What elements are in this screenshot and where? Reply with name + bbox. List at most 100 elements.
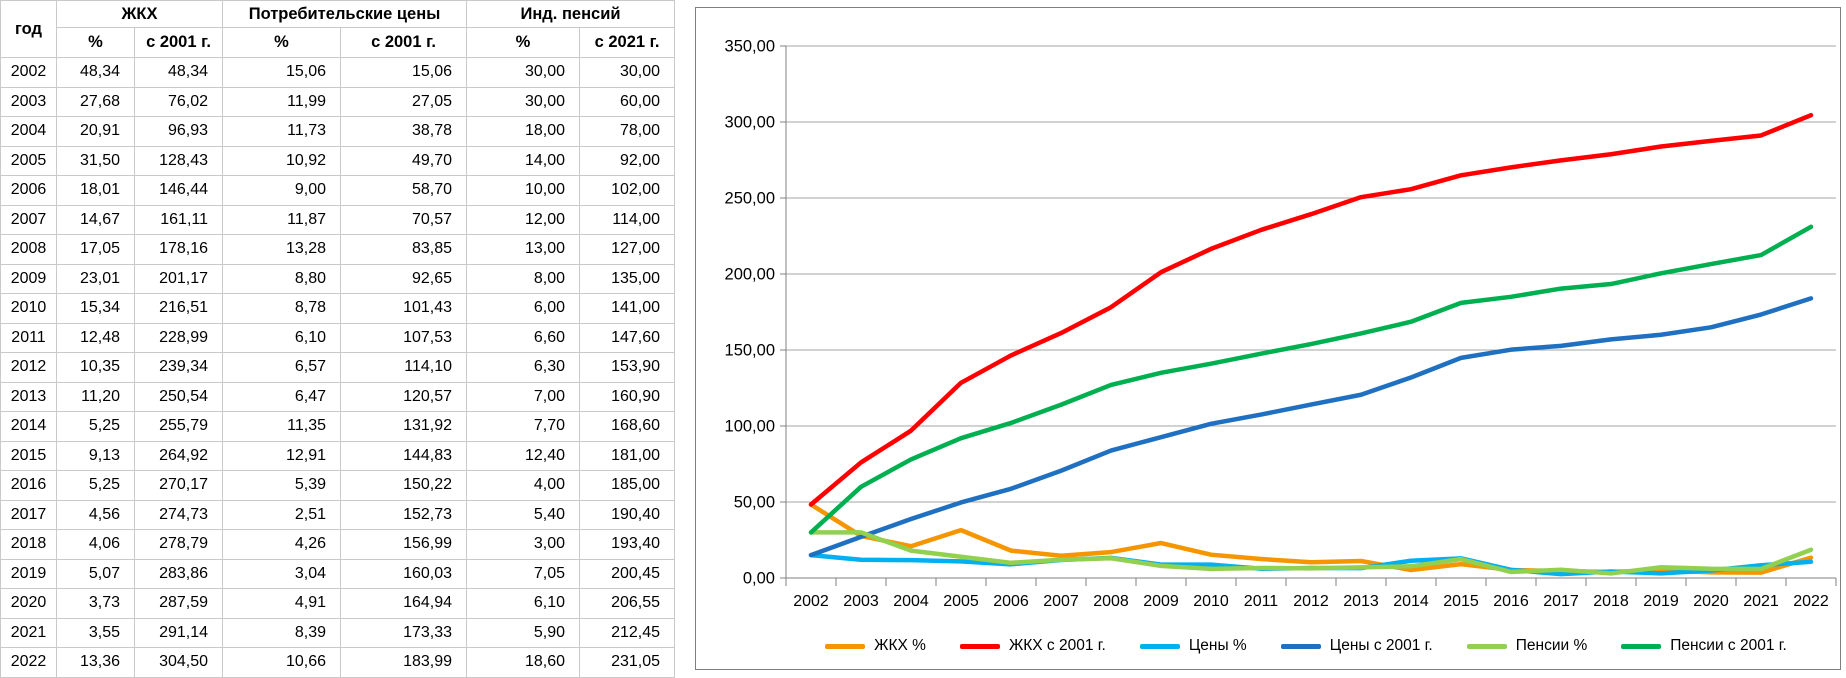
value-cell[interactable]: 58,70 <box>340 175 467 206</box>
value-cell[interactable]: 147,60 <box>578 322 676 353</box>
value-cell[interactable]: 274,73 <box>134 499 223 530</box>
value-cell[interactable]: 13,00 <box>466 234 580 265</box>
value-cell[interactable]: 15,06 <box>222 57 341 88</box>
value-cell[interactable]: 239,34 <box>134 352 223 383</box>
value-cell[interactable]: 18,60 <box>466 647 580 678</box>
value-cell[interactable]: 30,00 <box>466 86 580 117</box>
value-cell[interactable]: 4,91 <box>222 588 341 619</box>
header-group-prices[interactable]: Потребительские цены <box>222 0 467 28</box>
value-cell[interactable]: 10,66 <box>222 647 341 678</box>
value-cell[interactable]: 107,53 <box>340 322 467 353</box>
value-cell[interactable]: 152,73 <box>340 499 467 530</box>
value-cell[interactable]: 216,51 <box>134 293 223 324</box>
chart-box[interactable]: 0,00 50,00 100,00 150,00 200,00 250,00 300,00 3… <box>695 7 1841 670</box>
value-cell[interactable]: 48,34 <box>134 57 223 88</box>
value-cell[interactable]: 102,00 <box>578 175 676 206</box>
value-cell[interactable]: 164,94 <box>340 588 467 619</box>
value-cell[interactable]: 78,00 <box>578 116 676 147</box>
header-zhkh-pct[interactable]: % <box>56 27 135 58</box>
value-cell[interactable]: 127,00 <box>578 234 676 265</box>
header-prices-pct[interactable]: % <box>222 27 341 58</box>
value-cell[interactable]: 92,65 <box>340 263 467 294</box>
year-cell[interactable]: 2015 <box>0 440 57 471</box>
header-pensions-cum[interactable]: с 2021 г. <box>578 27 676 58</box>
value-cell[interactable]: 7,00 <box>466 381 580 412</box>
value-cell[interactable]: 287,59 <box>134 588 223 619</box>
value-cell[interactable]: 200,45 <box>578 558 676 589</box>
value-cell[interactable]: 114,00 <box>578 204 676 235</box>
value-cell[interactable]: 101,43 <box>340 293 467 324</box>
value-cell[interactable]: 49,70 <box>340 145 467 176</box>
value-cell[interactable]: 144,83 <box>340 440 467 471</box>
value-cell[interactable]: 12,40 <box>466 440 580 471</box>
value-cell[interactable]: 10,35 <box>56 352 135 383</box>
value-cell[interactable]: 12,00 <box>466 204 580 235</box>
value-cell[interactable]: 4,00 <box>466 470 580 501</box>
value-cell[interactable]: 11,87 <box>222 204 341 235</box>
value-cell[interactable]: 146,44 <box>134 175 223 206</box>
value-cell[interactable]: 190,40 <box>578 499 676 530</box>
value-cell[interactable]: 4,56 <box>56 499 135 530</box>
legend-item[interactable]: ЖКХ с 2001 г. <box>959 637 1106 655</box>
value-cell[interactable]: 13,28 <box>222 234 341 265</box>
value-cell[interactable]: 153,90 <box>578 352 676 383</box>
year-cell[interactable]: 2019 <box>0 558 57 589</box>
value-cell[interactable]: 5,25 <box>56 470 135 501</box>
value-cell[interactable]: 11,73 <box>222 116 341 147</box>
value-cell[interactable]: 161,11 <box>134 204 223 235</box>
value-cell[interactable]: 5,40 <box>466 499 580 530</box>
value-cell[interactable]: 228,99 <box>134 322 223 353</box>
value-cell[interactable]: 7,05 <box>466 558 580 589</box>
value-cell[interactable]: 135,00 <box>578 263 676 294</box>
value-cell[interactable]: 11,20 <box>56 381 135 412</box>
header-group-pensions[interactable]: Инд. пенсий <box>465 0 676 28</box>
value-cell[interactable]: 10,00 <box>466 175 580 206</box>
value-cell[interactable]: 206,55 <box>578 588 676 619</box>
value-cell[interactable]: 3,55 <box>56 617 135 648</box>
value-cell[interactable]: 156,99 <box>340 529 467 560</box>
value-cell[interactable]: 10,92 <box>222 145 341 176</box>
year-cell[interactable]: 2012 <box>0 352 57 383</box>
value-cell[interactable]: 160,90 <box>578 381 676 412</box>
legend-item[interactable]: ЖКХ % <box>825 637 926 655</box>
value-cell[interactable]: 291,14 <box>134 617 223 648</box>
value-cell[interactable]: 6,47 <box>222 381 341 412</box>
value-cell[interactable]: 12,91 <box>222 440 341 471</box>
year-cell[interactable]: 2002 <box>0 57 57 88</box>
value-cell[interactable]: 18,01 <box>56 175 135 206</box>
value-cell[interactable]: 231,05 <box>578 647 676 678</box>
value-cell[interactable]: 15,06 <box>340 57 467 88</box>
year-cell[interactable]: 2003 <box>0 86 57 117</box>
value-cell[interactable]: 12,48 <box>56 322 135 353</box>
header-group-zhkh[interactable]: ЖКХ <box>56 0 223 28</box>
year-cell[interactable]: 2005 <box>0 145 57 176</box>
year-cell[interactable]: 2006 <box>0 175 57 206</box>
value-cell[interactable]: 31,50 <box>56 145 135 176</box>
value-cell[interactable]: 14,00 <box>466 145 580 176</box>
value-cell[interactable]: 160,03 <box>340 558 467 589</box>
value-cell[interactable]: 264,92 <box>134 440 223 471</box>
value-cell[interactable]: 9,13 <box>56 440 135 471</box>
value-cell[interactable]: 150,22 <box>340 470 467 501</box>
value-cell[interactable]: 96,93 <box>134 116 223 147</box>
value-cell[interactable]: 8,00 <box>466 263 580 294</box>
value-cell[interactable]: 4,26 <box>222 529 341 560</box>
value-cell[interactable]: 15,34 <box>56 293 135 324</box>
header-pensions-pct[interactable]: % <box>466 27 580 58</box>
year-cell[interactable]: 2007 <box>0 204 57 235</box>
value-cell[interactable]: 14,67 <box>56 204 135 235</box>
header-prices-cum[interactable]: с 2001 г. <box>340 27 467 58</box>
legend-item[interactable]: Пенсии % <box>1466 637 1587 655</box>
year-cell[interactable]: 2008 <box>0 234 57 265</box>
value-cell[interactable]: 17,05 <box>56 234 135 265</box>
year-cell[interactable]: 2004 <box>0 116 57 147</box>
value-cell[interactable]: 6,10 <box>466 588 580 619</box>
value-cell[interactable]: 18,00 <box>466 116 580 147</box>
value-cell[interactable]: 4,06 <box>56 529 135 560</box>
value-cell[interactable]: 3,04 <box>222 558 341 589</box>
value-cell[interactable]: 278,79 <box>134 529 223 560</box>
value-cell[interactable]: 11,35 <box>222 411 341 442</box>
value-cell[interactable]: 5,07 <box>56 558 135 589</box>
value-cell[interactable]: 173,33 <box>340 617 467 648</box>
value-cell[interactable]: 9,00 <box>222 175 341 206</box>
